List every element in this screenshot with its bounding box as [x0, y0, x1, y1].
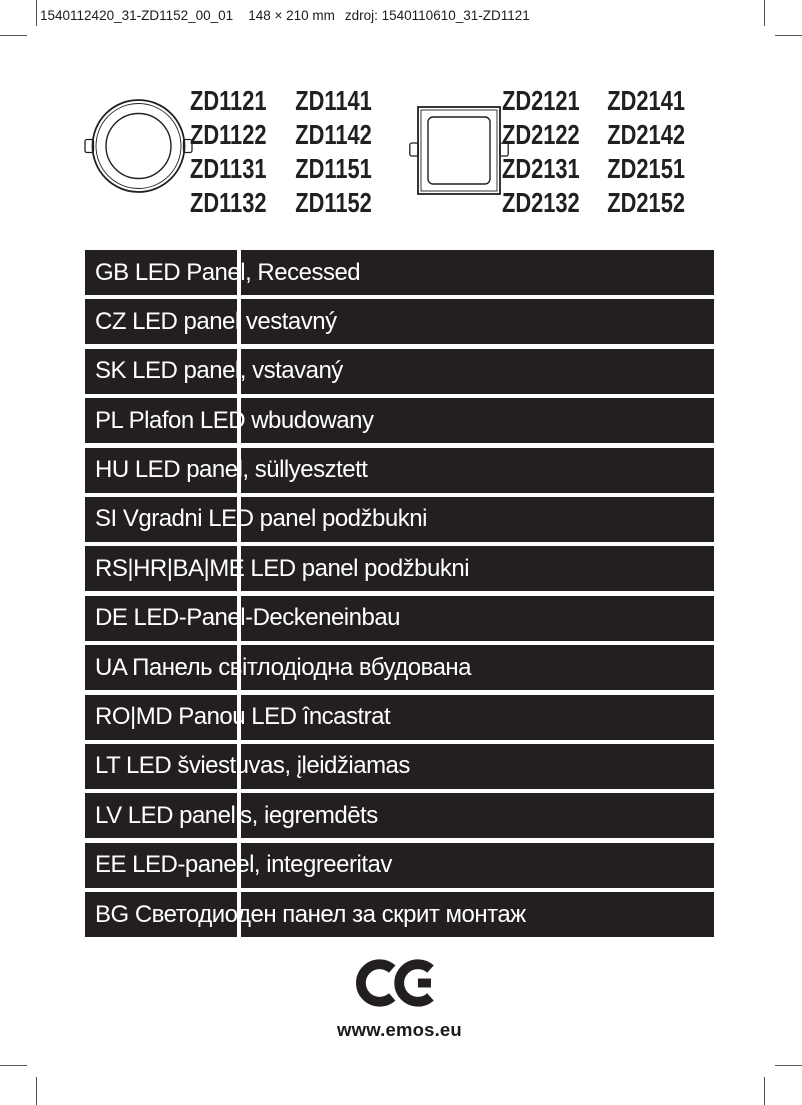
table-row: CZ LED panel vestavný: [85, 299, 714, 345]
table-column-divider: [237, 250, 241, 938]
table-row-label: LT LED šviestuvas, įleidžiamas: [95, 752, 410, 780]
product-code: ZD2152: [607, 187, 686, 218]
product-code: ZD1152: [295, 187, 372, 218]
product-code: ZD2141: [607, 85, 686, 116]
product-code: ZD2142: [607, 119, 686, 150]
language-table: GB LED Panel, Recessed CZ LED panel vest…: [85, 250, 714, 938]
table-row-label: PL Plafon LED wbudowany: [95, 406, 374, 434]
table-row: RO|MD Panou LED încastrat: [85, 694, 714, 740]
page-format: 148 × 210 mm: [248, 8, 335, 23]
table-row-label: SI Vgradni LED panel podžbukni: [95, 505, 427, 533]
crop-mark-bottom-right-v: [764, 1077, 765, 1105]
code-row: ZD2122 ZD2142: [502, 118, 685, 152]
code-row: ZD2131 ZD2151: [502, 152, 685, 186]
table-row-label: LV LED panelis, iegremdēts: [95, 801, 378, 829]
code-row: ZD1122 ZD1142: [190, 118, 372, 152]
table-row-label: HU LED panel, süllyesztett: [95, 456, 368, 484]
code-row: ZD2132 ZD2152: [502, 186, 685, 220]
product-code: ZD2151: [607, 153, 686, 184]
product-code: ZD1132: [190, 187, 267, 218]
product-code: ZD2131: [502, 153, 580, 184]
table-row: EE LED-paneel, integreeritav: [85, 842, 714, 888]
table-row-label: EE LED-paneel, integreeritav: [95, 851, 392, 879]
table-row: PL Plafon LED wbudowany: [85, 398, 714, 444]
source-reference: zdroj: 1540110610_31-ZD1121: [344, 8, 530, 23]
product-code: ZD2121: [502, 85, 580, 116]
product-code: ZD2132: [502, 187, 580, 218]
table-row: RS|HR|BA|ME LED panel podžbukni: [85, 546, 714, 592]
website-url: www.emos.eu: [337, 1019, 462, 1040]
header-slug: 1540112420_31-ZD1152_00_01 148 × 210 mm zd…: [40, 8, 530, 23]
product-code: ZD1122: [190, 119, 267, 150]
product-code: ZD1121: [190, 85, 267, 116]
crop-mark-top-right-h: [775, 35, 802, 36]
crop-mark-bottom-left-h: [0, 1065, 27, 1066]
crop-mark-top-left-h: [0, 35, 27, 36]
square-panel-codes: ZD2121 ZD2141 ZD2122 ZD2142 ZD2131 ZD2151 Z…: [502, 84, 685, 220]
round-panel-codes: ZD1121 ZD1141 ZD1122 ZD1142 ZD1131 ZD1151 Z…: [190, 84, 372, 220]
table-row-label: RS|HR|BA|ME LED panel podžbukni: [95, 554, 470, 582]
product-code: ZD1151: [295, 153, 372, 184]
product-code: ZD2122: [502, 119, 580, 150]
ce-mark-icon: [355, 959, 434, 1007]
table-row-label: DE LED-Panel-Deckeneinbau: [95, 604, 401, 632]
square-panel-icon: [409, 106, 509, 196]
crop-mark-bottom-right-h: [775, 1065, 802, 1066]
code-row: ZD1131 ZD1151: [190, 152, 372, 186]
table-row-label: UA Панель світлодіодна вбудована: [95, 653, 472, 681]
product-code: ZD1142: [295, 119, 372, 150]
document-id: 1540112420_31-ZD1152_00_01: [40, 8, 234, 23]
table-row: GB LED Panel, Recessed: [85, 250, 714, 295]
round-panel-icon: [84, 98, 193, 194]
table-row: SI Vgradni LED panel podžbukni: [85, 496, 714, 542]
table-row: UA Панель світлодіодна вбудована: [85, 645, 714, 691]
code-row: ZD1132 ZD1152: [190, 186, 372, 220]
table-row-label: RO|MD Panou LED încastrat: [95, 703, 391, 731]
table-row: LT LED šviestuvas, įleidžiamas: [85, 743, 714, 789]
crop-mark-top-right-v: [764, 0, 765, 26]
product-code: ZD1141: [295, 85, 372, 116]
crop-mark-bottom-left-v: [36, 1077, 37, 1105]
code-row: ZD2121 ZD2141: [502, 84, 685, 118]
code-row: ZD1121 ZD1141: [190, 84, 372, 118]
table-row: SK LED panel, vstavaný: [85, 348, 714, 394]
table-row: LV LED panelis, iegremdēts: [85, 793, 714, 839]
table-row: DE LED-Panel-Deckeneinbau: [85, 595, 714, 641]
table-row: BG Светодиоден панел за скрит монтаж: [85, 892, 714, 938]
table-row-label: CZ LED panel vestavný: [95, 307, 337, 335]
table-row-label: BG Светодиоден панел за скрит монтаж: [95, 900, 526, 928]
table-row: HU LED panel, süllyesztett: [85, 447, 714, 493]
product-code: ZD1131: [190, 153, 267, 184]
crop-mark-top-left-v: [36, 0, 37, 26]
footer: www.emos.eu: [85, 956, 714, 1041]
table-row-label: GB LED Panel, Recessed: [95, 258, 361, 286]
table-row-label: SK LED panel, vstavaný: [95, 357, 343, 385]
